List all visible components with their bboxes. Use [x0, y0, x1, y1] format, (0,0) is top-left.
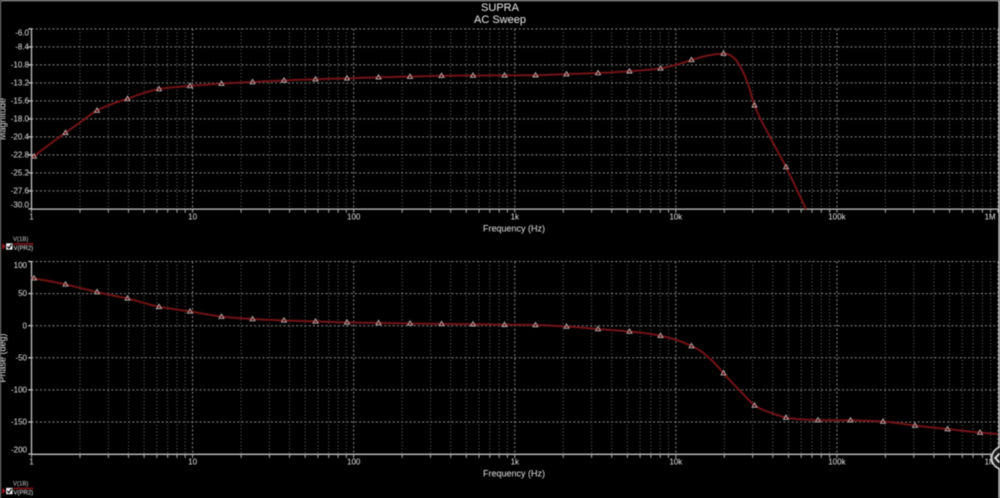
svg-text:V(1B): V(1B) [13, 482, 28, 488]
svg-text:-25.2: -25.2 [11, 169, 30, 178]
svg-text:100: 100 [347, 213, 361, 222]
svg-text:100k: 100k [828, 458, 846, 467]
svg-text:10: 10 [188, 213, 197, 222]
svg-text:AC Sweep: AC Sweep [474, 14, 526, 26]
svg-text:SUPRA: SUPRA [481, 2, 520, 14]
svg-text:V(1B): V(1B) [13, 237, 28, 243]
svg-text:V(PR2): V(PR2) [14, 491, 34, 497]
svg-text:Frequency (Hz): Frequency (Hz) [483, 224, 545, 234]
svg-text:V(PR2): V(PR2) [14, 246, 34, 252]
svg-text:Magnitude: Magnitude [0, 98, 8, 140]
svg-text:-30.0: -30.0 [11, 201, 30, 210]
svg-text:-27.6: -27.6 [11, 187, 30, 196]
svg-text:-10.8: -10.8 [11, 61, 30, 70]
svg-text:1M: 1M [984, 213, 995, 222]
svg-text:10k: 10k [669, 213, 683, 222]
svg-text:-22.8: -22.8 [11, 151, 30, 160]
svg-text:-15.6: -15.6 [11, 97, 30, 106]
svg-text:10k: 10k [669, 458, 683, 467]
svg-text:-18.0: -18.0 [11, 115, 30, 124]
svg-text:1: 1 [29, 458, 34, 467]
svg-text:1k: 1k [511, 213, 520, 222]
svg-text:100k: 100k [828, 213, 846, 222]
svg-text:-6.0: -6.0 [15, 28, 29, 37]
svg-text:1k: 1k [511, 458, 520, 467]
svg-text:Phase (deg): Phase (deg) [0, 333, 8, 382]
svg-text:-20.4: -20.4 [11, 133, 30, 142]
svg-text:1: 1 [29, 213, 34, 222]
svg-text:1M: 1M [984, 458, 995, 467]
svg-text:-8.4: -8.4 [15, 43, 29, 52]
svg-text:-13.2: -13.2 [11, 79, 30, 88]
svg-text:-150: -150 [11, 418, 28, 427]
svg-text:100: 100 [14, 261, 28, 270]
svg-text:-100: -100 [11, 386, 28, 395]
svg-text:Frequency (Hz): Frequency (Hz) [483, 469, 545, 479]
svg-text:50: 50 [18, 289, 27, 298]
svg-text:0: 0 [23, 321, 28, 330]
svg-text:-50: -50 [15, 353, 27, 362]
svg-text:100: 100 [347, 458, 361, 467]
svg-text:10: 10 [188, 458, 197, 467]
svg-text:-200: -200 [11, 446, 28, 455]
